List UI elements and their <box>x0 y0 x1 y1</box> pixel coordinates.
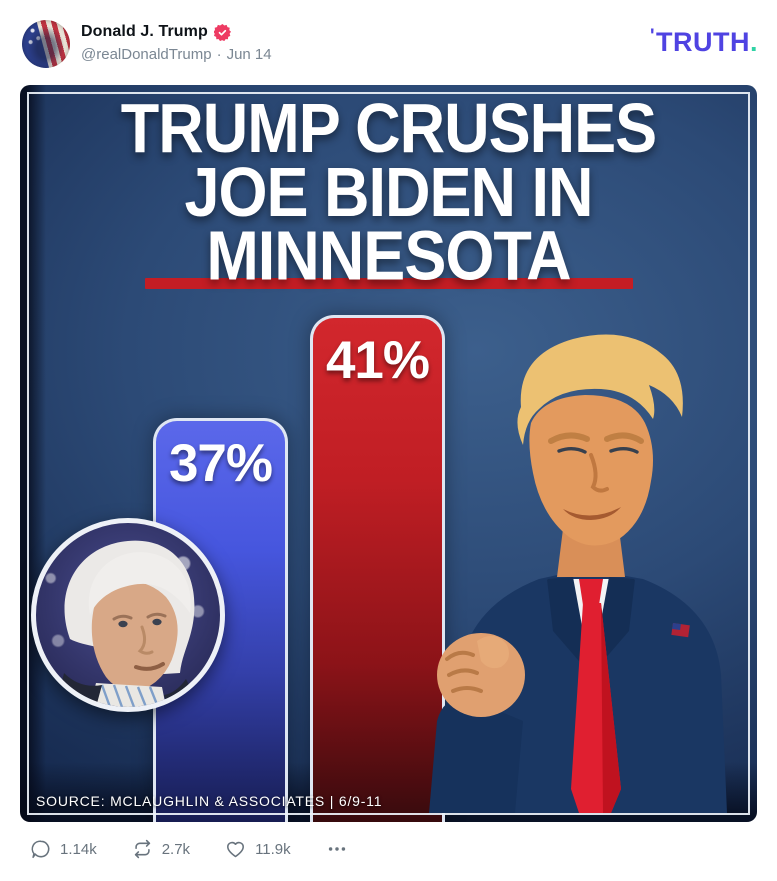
graphic-title-line-3: MINNESOTA <box>206 218 571 295</box>
verified-badge-icon <box>213 23 231 41</box>
source-citation: SOURCE: MCLAUGHLIN & ASSOCIATES | 6/9-11 <box>36 793 383 809</box>
repost-button[interactable]: 2.7k <box>131 838 190 860</box>
biden-portrait <box>31 518 225 712</box>
truth-logo-mark: ' <box>649 26 655 47</box>
repost-count: 2.7k <box>161 840 191 858</box>
graphic-title-line-1: TRUMP CRUSHES <box>120 90 657 168</box>
author-handle[interactable]: @realDonaldTrump <box>81 46 212 63</box>
post-media-graphic[interactable]: TRUMP CRUSHES JOE BIDEN IN MINNESOTA 37%… <box>20 85 757 822</box>
biden-face-illustration <box>56 540 200 707</box>
bar-biden-value: 37% <box>168 434 273 493</box>
like-button[interactable]: 11.9k <box>224 838 291 860</box>
more-button[interactable] <box>325 838 349 860</box>
like-count: 11.9k <box>255 840 291 858</box>
post-date[interactable]: Jun 14 <box>226 46 272 63</box>
bar-trump-value: 41% <box>325 331 430 390</box>
truth-logo-dot: . <box>749 27 758 57</box>
repost-icon <box>134 839 150 859</box>
reply-button[interactable]: 1.14k <box>30 838 97 860</box>
engagement-row: 1.14k 2.7k 11.9k <box>30 838 349 860</box>
title-underline <box>144 278 633 289</box>
reply-count: 1.14k <box>60 840 97 858</box>
heart-icon <box>227 841 245 858</box>
more-icon <box>328 847 345 851</box>
truth-logo-text: TRUTH <box>656 27 750 57</box>
avatar[interactable] <box>22 20 70 68</box>
graphic-title-line-2: JOE BIDEN IN <box>184 154 593 232</box>
separator-dot: · <box>216 46 222 63</box>
handle-row: @realDonaldTrump · Jun 14 <box>81 46 272 63</box>
graphic-title: TRUMP CRUSHES JOE BIDEN IN MINNESOTA <box>20 90 757 295</box>
truth-logo: ' TRUTH . <box>650 27 758 58</box>
bar-trump: 41% <box>310 315 445 822</box>
author-name[interactable]: Donald J. Trump <box>81 23 208 40</box>
reply-icon <box>31 840 50 859</box>
author-row: Donald J. Trump <box>81 23 231 41</box>
trump-photo-illustration <box>429 334 727 813</box>
